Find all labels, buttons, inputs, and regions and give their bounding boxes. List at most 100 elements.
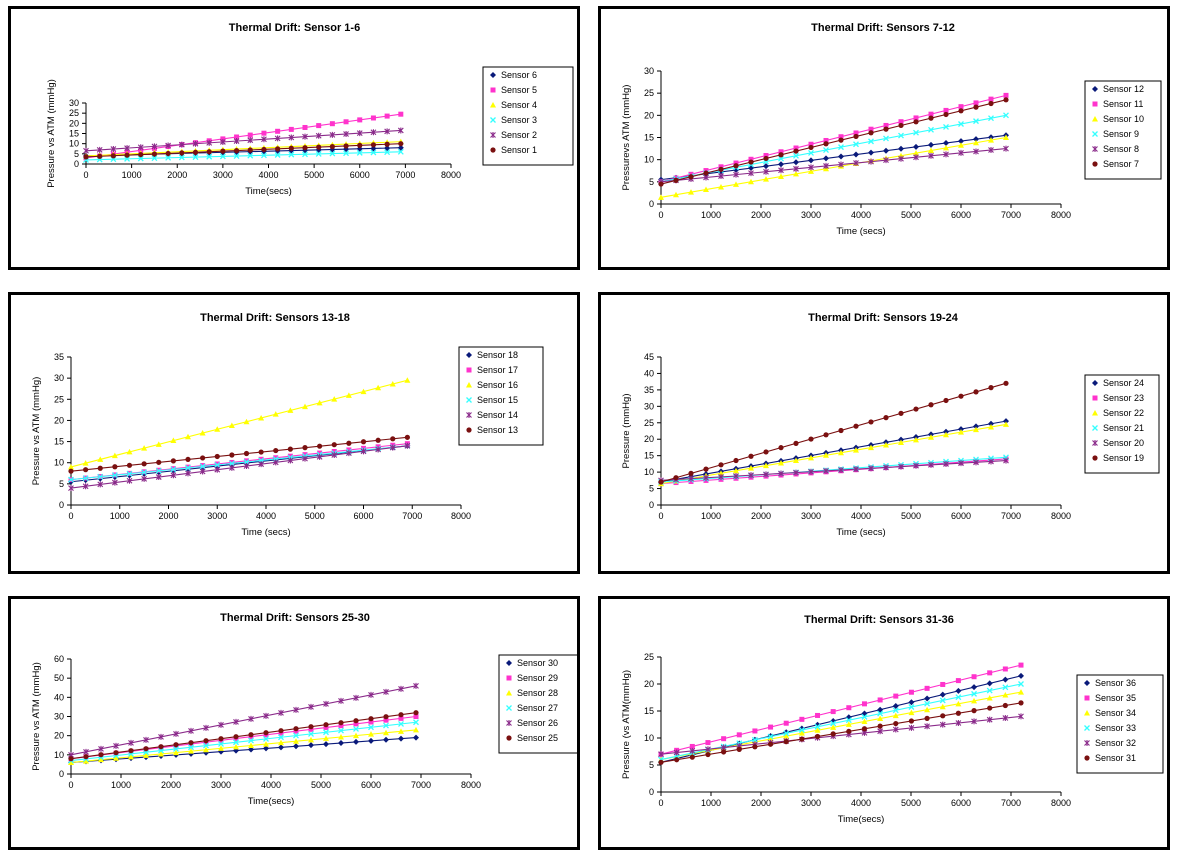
data-point [303, 125, 308, 130]
data-point [371, 115, 376, 120]
legend-entry: Sensor 10 [1103, 114, 1144, 124]
data-point [988, 385, 993, 390]
series-sensor-36 [658, 673, 1024, 765]
data-point [705, 740, 710, 745]
data-point [405, 435, 410, 440]
data-point [68, 756, 73, 761]
data-point [293, 743, 299, 749]
legend-entry: Sensor 25 [517, 733, 558, 743]
x-tick-label: 4000 [256, 511, 276, 521]
data-point [244, 451, 249, 456]
data-point [308, 742, 314, 748]
data-point [718, 462, 723, 467]
legend-entry: Sensor 29 [517, 673, 558, 683]
data-point [1003, 421, 1009, 427]
data-point [831, 709, 836, 714]
data-point [784, 739, 789, 744]
legend-entry: Sensor 35 [1095, 693, 1136, 703]
data-point [138, 152, 143, 157]
y-tick-label: 10 [644, 155, 654, 165]
data-point [909, 718, 914, 723]
x-tick-label: 8000 [461, 780, 481, 790]
data-point [413, 710, 418, 715]
x-tick-label: 3000 [207, 511, 227, 521]
data-point [288, 447, 293, 452]
trendline [661, 665, 1021, 754]
data-point [973, 389, 978, 394]
data-point [748, 454, 753, 459]
data-point [733, 163, 738, 168]
data-point [793, 148, 798, 153]
data-point [1018, 673, 1024, 679]
data-point [330, 121, 335, 126]
x-tick-label: 5000 [901, 210, 921, 220]
data-point [361, 439, 366, 444]
data-point [808, 145, 813, 150]
x-tick-label: 0 [83, 170, 88, 180]
series-sensor-29 [69, 714, 419, 761]
y-tick-label: 15 [644, 451, 654, 461]
data-point [218, 736, 223, 741]
data-point [853, 134, 858, 139]
x-tick-label: 8000 [441, 170, 461, 180]
legend-entry: Sensor 7 [1103, 159, 1139, 169]
legend-marker [1093, 102, 1098, 107]
data-point [940, 682, 945, 687]
data-point [924, 716, 929, 721]
x-axis-label: Time(secs) [838, 814, 885, 825]
data-point [1019, 663, 1024, 668]
y-axis-label: Pressure vs ATM (mmHg) [31, 377, 42, 486]
trendline [661, 149, 1006, 182]
trendline [661, 424, 1006, 483]
trendline [661, 459, 1006, 484]
data-point [1003, 97, 1008, 102]
y-tick-label: 0 [649, 500, 654, 510]
data-point [234, 148, 239, 153]
trendline [71, 717, 416, 759]
data-point [846, 729, 851, 734]
data-point [398, 736, 404, 742]
data-point [718, 167, 723, 172]
x-tick-label: 4000 [851, 511, 871, 521]
data-point [752, 728, 757, 733]
legend-entry: Sensor 18 [477, 350, 518, 360]
data-point [1004, 93, 1009, 98]
x-axis-label: Time (secs) [241, 527, 290, 538]
legend-entry: Sensor 13 [477, 425, 518, 435]
legend-entry: Sensor 20 [1103, 438, 1144, 448]
data-point [778, 445, 783, 450]
y-axis-label: Pressurevs ATM (mmHg) [621, 85, 632, 191]
legend-marker [1093, 396, 1098, 401]
y-tick-label: 30 [54, 373, 64, 383]
legend-entry: Sensor 11 [1103, 99, 1143, 109]
legend-entry: Sensor 14 [477, 410, 518, 420]
y-tick-label: 20 [644, 679, 654, 689]
x-tick-label: 0 [658, 210, 663, 220]
data-point [229, 452, 234, 457]
x-axis-label: Time(secs) [248, 796, 295, 807]
data-point [838, 428, 843, 433]
y-tick-label: 0 [59, 500, 64, 510]
y-tick-label: 15 [644, 133, 654, 143]
x-tick-label: 1000 [110, 511, 130, 521]
trendline [661, 692, 1021, 760]
legend-entry: Sensor 24 [1103, 378, 1144, 388]
data-point [987, 705, 992, 710]
data-point [703, 467, 708, 472]
data-point [404, 377, 410, 383]
y-tick-label: 0 [649, 787, 654, 797]
data-point [338, 720, 343, 725]
trendline [661, 457, 1006, 482]
data-point [302, 445, 307, 450]
x-tick-label: 1000 [701, 798, 721, 808]
legend-entry: Sensor 34 [1095, 708, 1136, 718]
series-sensor-10 [658, 135, 1009, 200]
data-point [261, 147, 266, 152]
data-point [383, 737, 389, 743]
x-tick-label: 3000 [801, 511, 821, 521]
legend-entry: Sensor 33 [1095, 723, 1136, 733]
data-point [893, 721, 898, 726]
x-axis-label: Time (secs) [836, 226, 885, 237]
y-tick-label: 45 [644, 352, 654, 362]
x-tick-label: 6000 [951, 511, 971, 521]
